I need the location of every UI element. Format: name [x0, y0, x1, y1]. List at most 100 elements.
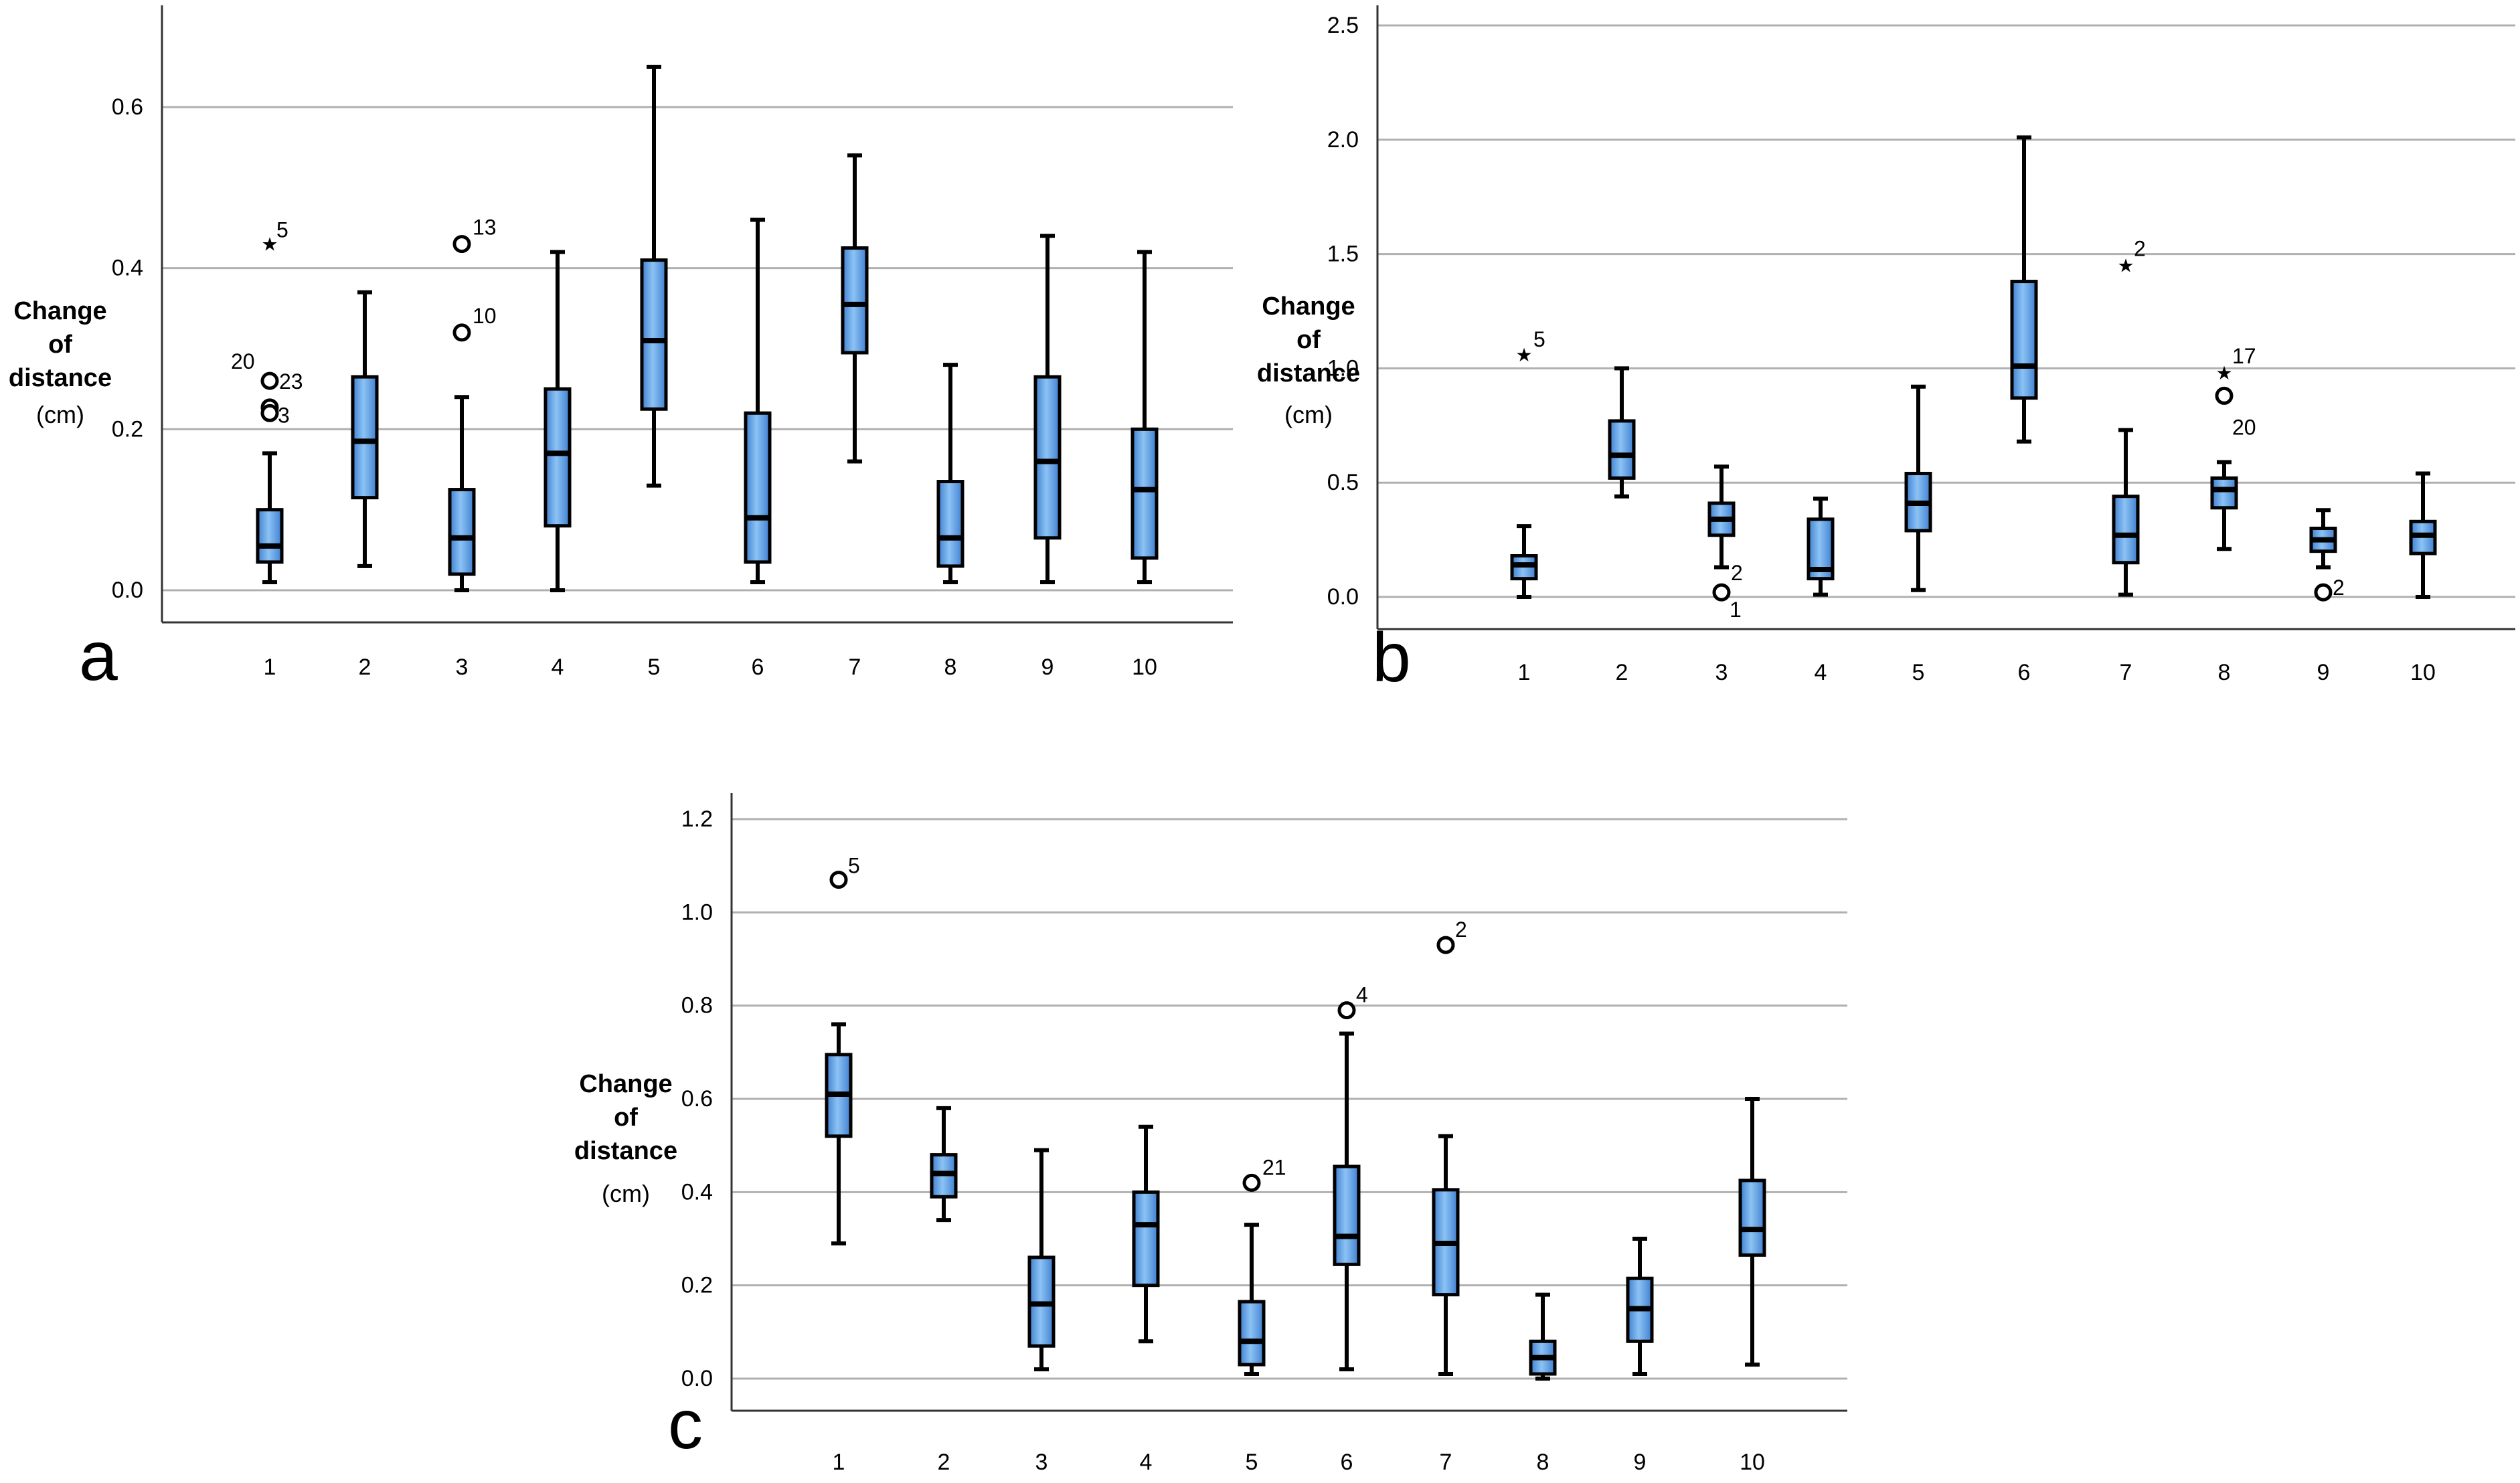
panel-c-xtick-label: 8: [1537, 1450, 1549, 1475]
panel-a-xtick-label: 6: [752, 655, 764, 680]
panel-a-box: [450, 490, 474, 574]
panel-a-xtick-label: 9: [1041, 655, 1054, 680]
panel-a-ytick-label: 0.0: [112, 578, 143, 603]
panel-b-letter: b: [1372, 619, 1411, 697]
panel-a-yunit-label: (cm): [36, 401, 84, 428]
panel-a-outlier-label: 23: [279, 369, 303, 394]
panel-b-ytick-label: 0.0: [1327, 584, 1359, 610]
panel-a-xtick-label: 5: [648, 655, 661, 680]
panel-c-box: [1134, 1192, 1158, 1285]
panel-c-ytick-label: 0.4: [681, 1179, 713, 1205]
panel-c-xtick-label: 9: [1634, 1450, 1647, 1475]
panel-b-outlier-star-icon: ★: [2117, 255, 2134, 277]
panel-c-xtick-label: 2: [938, 1450, 950, 1475]
panel-b-ytick-label: 0.5: [1327, 470, 1359, 495]
panel-b-yunit-label: (cm): [1284, 401, 1333, 428]
panel-b-box: [2212, 478, 2236, 507]
panel-b-outlier-label: 2: [2134, 237, 2146, 261]
panel-a-box: [258, 510, 282, 562]
panel-c-outlier-label: 21: [1262, 1155, 1286, 1179]
panel-c-outlier-circle: [1244, 1175, 1259, 1190]
panel-c-ylabel-line: of: [614, 1104, 638, 1132]
figure-canvas: 0.00.20.40.6Changeofdistance(cm)a 1 2 3 4 5 6 7…: [0, 0, 2520, 1483]
panel-a-xtick-label: 3: [456, 655, 469, 680]
panel-c-ytick-label: 0.6: [681, 1086, 713, 1112]
panel-b-ytick-label: 1.5: [1327, 242, 1359, 267]
panel-b-ylabel-line: of: [1296, 326, 1321, 354]
panel-c-ytick-label: 0.2: [681, 1273, 713, 1298]
panel-a-outlier-label: 3: [278, 403, 290, 427]
panel-b-xtick-label: 4: [1815, 660, 1827, 685]
panel-a-xtick-label: 4: [552, 655, 564, 680]
panel-a-outlier-label: 5: [276, 218, 288, 242]
panel-a-outlier-star-icon: ★: [261, 234, 278, 256]
panel-c-yunit-label: (cm): [602, 1180, 650, 1207]
panel-b-ylabel-line: distance: [1257, 359, 1360, 387]
panel-c-box: [1240, 1302, 1264, 1365]
panel-a-xtick-label: 7: [849, 655, 861, 680]
panel-a-box: [545, 389, 570, 526]
panel-a-outlier-circle: [454, 325, 469, 340]
panel-b-ytick-label: 2.0: [1327, 127, 1359, 153]
panel-a-outlier-label: 13: [473, 215, 497, 240]
panel-c-box: [1740, 1181, 1764, 1255]
panel-c-xtick-label: 5: [1246, 1450, 1258, 1475]
panel-a-xtick-label: 2: [359, 655, 371, 680]
panel-c-letter: c: [668, 1386, 703, 1464]
panel-b-outlier-label: 5: [1533, 327, 1545, 351]
panel-a-box: [353, 377, 377, 498]
panel-c-outlier-label: 5: [848, 854, 860, 878]
panel-b-ylabel-line: Change: [1262, 292, 1355, 321]
panel-b-outlier-label: 1: [1730, 598, 1742, 622]
panel-c-xtick-label: 6: [1341, 1450, 1353, 1475]
panel-b-xtick-label: 1: [1518, 660, 1531, 685]
panel-c-ylabel-line: distance: [574, 1137, 677, 1165]
panel-a-box: [642, 260, 666, 410]
panel-c-xtick-label: 7: [1440, 1450, 1452, 1475]
panel-c-xtick-label: 1: [833, 1450, 845, 1475]
panel-c-outlier-circle: [1339, 1003, 1354, 1018]
panel-c-ytick-label: 0.8: [681, 993, 713, 1019]
panel-b-box: [2114, 497, 2138, 563]
panel-a-outlier-label: 10: [473, 304, 497, 328]
panel-c-xtick-label: 4: [1140, 1450, 1153, 1475]
panel-a-letter: a: [79, 618, 118, 695]
panel-b-box: [2012, 282, 2036, 398]
panel-b-outlier-circle: [2217, 388, 2232, 403]
panel-c-ytick-label: 1.2: [681, 806, 713, 832]
panel-b-outlier-circle: [1714, 585, 1729, 600]
panel-a-ylabel-line: of: [48, 331, 72, 359]
panel-b-outlier-label: 2: [1731, 561, 1743, 585]
panel-c-outlier-label: 4: [1356, 983, 1368, 1007]
panel-b-outlier-star-icon: ★: [1515, 344, 1532, 366]
panel-a-xtick-label: 8: [944, 655, 957, 680]
panel-b-outlier-label: 2: [2333, 576, 2345, 600]
panel-b-outlier-circle: [2316, 585, 2331, 600]
panel-b-xtick-label: 9: [2317, 660, 2330, 685]
panel-b-outlier-star-icon: ★: [2215, 362, 2232, 384]
panel-c-outlier-circle: [1438, 938, 1453, 952]
panel-a-box: [1035, 377, 1060, 538]
panel-c-xtick-label: 10: [1740, 1450, 1765, 1475]
panel-a-ytick-label: 0.2: [112, 416, 143, 442]
panel-b-xtick-label: 3: [1715, 660, 1728, 685]
panel-b-xtick-label: 6: [2018, 660, 2031, 685]
panel-c-xtick-label: 3: [1035, 1450, 1048, 1475]
panel-b-box: [1610, 421, 1634, 478]
panel-b-outlier-label: 17: [2232, 344, 2256, 368]
panel-b-xtick-label: 10: [2410, 660, 2436, 685]
panel-c-outlier-circle: [831, 873, 846, 887]
panel-a-outlier-circle: [262, 406, 277, 420]
panel-c-outlier-label: 2: [1455, 918, 1467, 942]
panel-a-box: [746, 413, 770, 562]
panel-b-xtick-label: 7: [2120, 660, 2132, 685]
panel-c-chart: 0.0 0.2 0.4 0.6 0.8 1.0 1.2 Change of distance (cm…: [574, 793, 1847, 1475]
panel-c-ytick-label: 1.0: [681, 899, 713, 925]
panel-a-box: [1132, 429, 1157, 558]
panel-a-outlier-label: 20: [231, 349, 255, 373]
panel-b-xtick-label: 8: [2218, 660, 2231, 685]
panel-b-chart: 0.0 0.5 1.0 1.5 2.0 2.5 Change of distance (cm) b 1…: [1257, 5, 2515, 697]
panel-a-ylabel-line: Change: [13, 297, 106, 325]
panel-a-xtick-label: 10: [1132, 655, 1157, 680]
